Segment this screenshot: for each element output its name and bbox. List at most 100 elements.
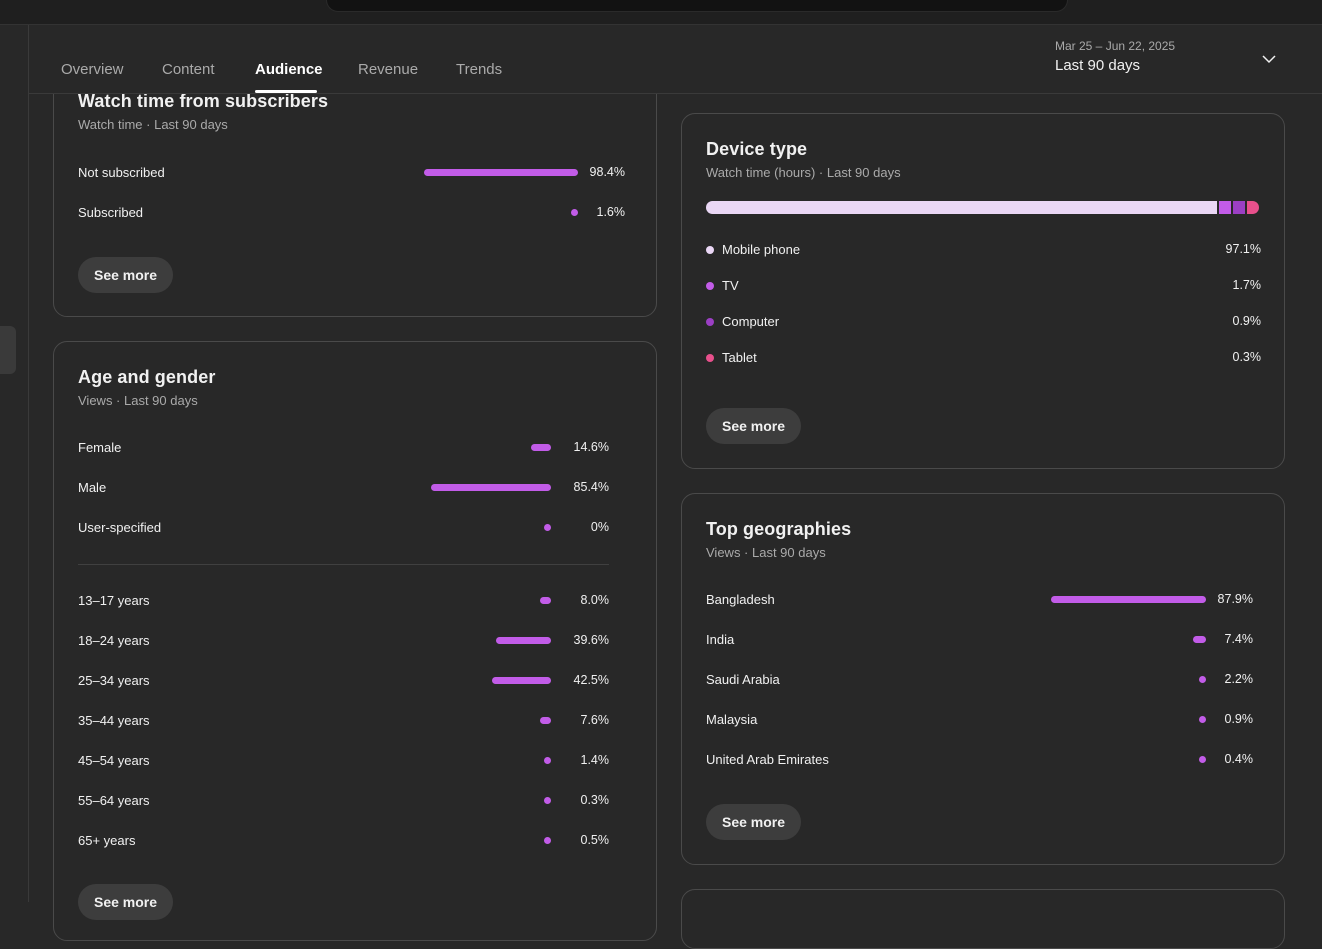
tab-overview[interactable]: Overview [61,61,124,78]
card-title: Device type [706,139,808,159]
row-label: Female [78,440,122,455]
row-dot [1199,716,1206,723]
row-bar [1051,596,1206,603]
row-label: 55–64 years [78,793,150,808]
row-value: 42.5% [573,673,609,687]
legend-item: Mobile phone 97.1% [706,240,1261,260]
row-dot [544,757,551,764]
row-value: 39.6% [573,633,609,647]
rail-handle[interactable] [0,326,16,374]
legend-label: Mobile phone [722,242,801,257]
row-bar [431,484,551,491]
row-bar [1192,636,1206,643]
row-bar [540,717,551,724]
bar-row: 65+ years 0.5% [78,831,609,851]
row-bar [423,169,578,176]
see-more-button[interactable]: See more [78,257,174,293]
tab-audience[interactable]: Audience [255,61,323,78]
see-more-button[interactable]: See more [706,408,802,444]
divider [78,564,609,565]
card-subtitle: Views · Last 90 days [706,545,826,560]
chevron-down-icon[interactable] [1261,51,1277,67]
bar-row: United Arab Emirates 0.4% [706,750,1253,770]
row-dot [571,209,578,216]
device-stacked-bar [706,201,1259,214]
card-title: Age and gender [78,367,216,387]
card-title: Top geographies [706,519,852,539]
row-dot [1199,676,1206,683]
date-range[interactable]: Mar 25 – Jun 22, 2025 [1055,39,1176,53]
tab-trends[interactable]: Trends [456,61,503,78]
row-dot [544,797,551,804]
top-geographies-card: Top geographies Views · Last 90 days Ban… [681,493,1285,865]
row-label: Bangladesh [706,592,775,607]
row-value: 2.2% [1224,672,1254,686]
row-bar [495,637,551,644]
search-bar[interactable] [326,0,1068,12]
bar-row: Bangladesh 87.9% [706,590,1253,610]
card-title: Watch time from subscribers [78,91,329,111]
device-type-card: Device type Watch time (hours) · Last 90… [681,113,1285,469]
legend-value: 97.1% [1225,242,1261,256]
legend-dot [706,246,714,254]
row-label: User-specified [78,520,162,535]
bar-row: 35–44 years 7.6% [78,711,609,731]
row-label: Male [78,480,107,495]
legend-item: Tablet 0.3% [706,348,1261,368]
see-more-button[interactable]: See more [706,804,802,840]
row-value: 8.0% [580,593,610,607]
legend-dot [706,318,714,326]
left-rail [0,0,29,902]
stack-segment [706,201,1217,214]
legend-value: 1.7% [1232,278,1262,292]
tab-revenue[interactable]: Revenue [358,61,419,78]
top-bar [0,0,1322,25]
bar-row: 55–64 years 0.3% [78,791,609,811]
row-value: 7.6% [580,713,610,727]
row-dot [544,837,551,844]
row-label: 45–54 years [78,753,150,768]
row-label: United Arab Emirates [706,752,829,767]
row-value: 87.9% [1217,592,1253,606]
next-card [681,889,1285,949]
row-dot [1199,756,1206,763]
legend-value: 0.9% [1232,314,1262,328]
legend-dot [706,354,714,362]
legend-label: TV [722,278,739,293]
bar-row: Female 14.6% [78,438,609,458]
tab-content[interactable]: Content [162,61,215,78]
row-value: 14.6% [573,440,609,454]
legend-value: 0.3% [1232,350,1262,364]
card-subtitle: Watch time · Last 90 days [78,117,228,132]
row-value: 0.5% [580,833,610,847]
bar-row: Saudi Arabia 2.2% [706,670,1253,690]
card-subtitle: Views · Last 90 days [78,393,198,408]
row-label: India [706,632,735,647]
bar-row: 45–54 years 1.4% [78,751,609,771]
row-value: 1.4% [580,753,610,767]
card-subtitle: Watch time (hours) · Last 90 days [706,165,901,180]
row-value: 0.4% [1224,752,1254,766]
row-bar [539,597,551,604]
see-more-button[interactable]: See more [78,884,174,920]
row-label: 35–44 years [78,713,150,728]
active-tab-indicator [255,90,317,93]
bar-row: Malaysia 0.9% [706,710,1253,730]
row-label: 65+ years [78,833,136,848]
row-value: 7.4% [1224,632,1254,646]
row-value: 85.4% [573,480,609,494]
row-value: 1.6% [596,205,626,219]
row-label: Not subscribed [78,165,165,180]
period-selector[interactable]: Last 90 days [1055,57,1141,74]
analytics-header: Overview Content Audience Revenue Trends… [29,25,1322,94]
stack-segment [1233,201,1245,214]
stack-segment [1247,201,1259,214]
row-label: Malaysia [706,712,758,727]
bar-row: User-specified 0% [78,518,609,538]
row-label: Subscribed [78,205,144,220]
bar-row: Male 85.4% [78,478,609,498]
row-value: 0.3% [580,793,610,807]
row-bar [491,677,551,684]
legend-item: TV 1.7% [706,276,1261,296]
legend-label: Computer [722,314,780,329]
